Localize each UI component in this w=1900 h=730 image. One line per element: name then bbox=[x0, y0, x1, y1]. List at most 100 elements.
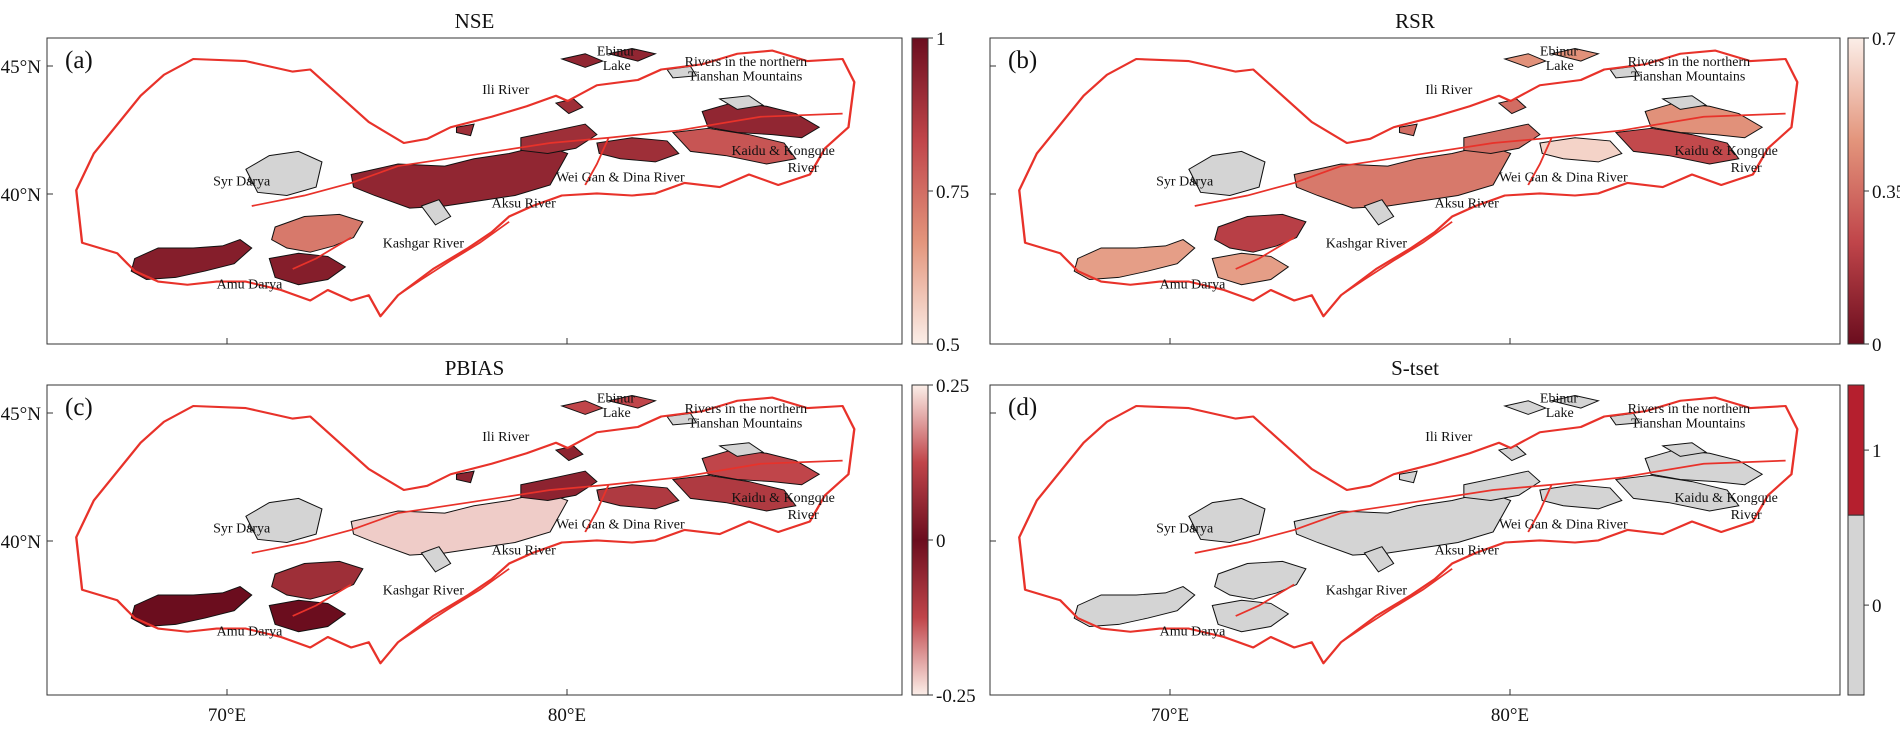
basin-divide bbox=[1527, 484, 1553, 533]
colorbar-tick-label: 0 bbox=[1872, 596, 1882, 617]
label-ebinur-2: Lake bbox=[1546, 59, 1574, 74]
panel-letter: (b) bbox=[1008, 47, 1037, 74]
colorbar-tick-label: 0.25 bbox=[936, 376, 969, 397]
colorbar-bar bbox=[1847, 37, 1865, 345]
basin-divide bbox=[1194, 112, 1786, 207]
label-aksu: Aksu River bbox=[1435, 197, 1500, 212]
colorbar-class-0 bbox=[1847, 514, 1865, 696]
panel-title: PBIAS bbox=[445, 356, 505, 380]
colorbar-tick-label: 0.5 bbox=[936, 335, 960, 356]
subbasin-weigan bbox=[1539, 137, 1623, 163]
subbasin-north bbox=[560, 53, 605, 68]
basin-boundary bbox=[75, 49, 856, 318]
colorbar-tick-label: 0 bbox=[1872, 335, 1882, 356]
colorbar: 0.7 0.35 0 bbox=[1847, 29, 1900, 356]
label-aksu: Aksu River bbox=[492, 544, 556, 559]
x-tick-label: 70°E bbox=[208, 705, 246, 726]
nodata-subbasin bbox=[1363, 546, 1395, 573]
label-rivers-2: Tianshan Mountains bbox=[688, 416, 802, 431]
panel-letter: (d) bbox=[1008, 394, 1037, 421]
label-amu: Amu Darya bbox=[217, 624, 283, 639]
panel-title: S-tset bbox=[1391, 356, 1439, 380]
label-weigan: Wei Gan & Dina River bbox=[556, 170, 685, 185]
map-panel-a: Syr Darya Amu Darya Kashgar River Aksu Rive… bbox=[1, 9, 970, 356]
label-kashgar: Kashgar River bbox=[383, 583, 465, 598]
label-rivers-1: Rivers in the northern bbox=[685, 55, 807, 70]
label-ebinur-2: Lake bbox=[603, 59, 631, 74]
map-content bbox=[1018, 395, 1799, 665]
label-kaidu-1: Kaidu & Kongque bbox=[1674, 491, 1777, 506]
map-panel-d: Syr Darya Amu Darya Kashgar River Aksu Rive… bbox=[989, 356, 1882, 726]
label-rivers-1: Rivers in the northern bbox=[1628, 55, 1750, 70]
colorbar: 10 bbox=[1847, 384, 1882, 696]
subbasin-amu bbox=[1211, 599, 1290, 633]
basin-boundary bbox=[1018, 396, 1799, 665]
subbasin-aksu bbox=[1293, 144, 1512, 209]
subbasin-weigan bbox=[1539, 484, 1623, 510]
basin-divide bbox=[251, 112, 843, 207]
subbasin-kaidu bbox=[671, 474, 797, 512]
subbasin-ili bbox=[1463, 123, 1541, 154]
y-tick-label: 40°N bbox=[1, 185, 42, 206]
label-ebinur-2: Lake bbox=[1546, 406, 1574, 421]
colorbar-tick-label: 1 bbox=[936, 29, 946, 50]
basin-divide bbox=[1235, 583, 1295, 617]
colorbar-tick-label: -0.25 bbox=[936, 686, 976, 707]
colorbar-class-1 bbox=[1847, 384, 1865, 516]
colorbar-bar bbox=[911, 37, 929, 345]
nodata-subbasin bbox=[420, 546, 452, 573]
subbasin-amu bbox=[268, 599, 347, 633]
subbasin-ili bbox=[520, 470, 598, 501]
colorbar: 1 0.75 0.5 bbox=[911, 29, 969, 356]
basin-boundary bbox=[75, 396, 856, 665]
panel-letter: (c) bbox=[65, 394, 93, 421]
y-tick-label: 45°N bbox=[1, 404, 42, 425]
subbasin-ili bbox=[455, 470, 475, 484]
label-rivers-2: Tianshan Mountains bbox=[688, 69, 802, 84]
label-syr: Syr Darya bbox=[1156, 174, 1214, 189]
label-kaidu-2: River bbox=[1731, 508, 1762, 523]
label-ebinur-1: Ebinur bbox=[597, 44, 635, 59]
y-tick-label: 45°N bbox=[1, 57, 42, 78]
nodata-subbasin bbox=[718, 95, 765, 110]
label-weigan: Wei Gan & Dina River bbox=[1499, 517, 1628, 532]
label-aksu: Aksu River bbox=[1435, 544, 1500, 559]
label-weigan: Wei Gan & Dina River bbox=[1499, 170, 1628, 185]
nodata-subbasin bbox=[420, 199, 452, 226]
nodata-subbasin bbox=[718, 442, 765, 457]
subbasin-amu bbox=[130, 239, 253, 280]
x-tick-label: 70°E bbox=[1151, 705, 1189, 726]
subbasin-aksu bbox=[350, 144, 569, 209]
y-tick-label: 40°N bbox=[1, 532, 42, 553]
label-kaidu-2: River bbox=[788, 161, 819, 176]
panel-title: NSE bbox=[455, 9, 495, 33]
label-kaidu-1: Kaidu & Kongque bbox=[731, 491, 834, 506]
subbasin-amu bbox=[1073, 586, 1196, 627]
basin-divide bbox=[1340, 221, 1453, 296]
nodata-subbasin bbox=[1661, 442, 1708, 457]
subbasin-amu bbox=[1211, 252, 1290, 286]
basin-divide bbox=[251, 459, 843, 554]
label-weigan: Wei Gan & Dina River bbox=[556, 517, 685, 532]
label-ebinur-1: Ebinur bbox=[1540, 44, 1578, 59]
label-kashgar: Kashgar River bbox=[383, 236, 465, 251]
colorbar-bar bbox=[911, 384, 929, 696]
colorbar-tick-label: 0.75 bbox=[936, 182, 969, 203]
basin-divide bbox=[397, 221, 510, 296]
subbasin-ili bbox=[455, 123, 475, 137]
basin-divide bbox=[1235, 236, 1295, 270]
basin-divide bbox=[292, 236, 352, 270]
nodata-subbasin bbox=[245, 497, 323, 543]
map-content bbox=[75, 48, 856, 318]
subbasin-kaidu bbox=[1614, 474, 1740, 512]
label-aksu: Aksu River bbox=[492, 197, 556, 212]
subbasin-north bbox=[606, 48, 657, 62]
subbasin-aksu bbox=[350, 491, 569, 556]
subbasin-ili bbox=[1398, 123, 1418, 137]
colorbar: 0.25 0 -0.25 bbox=[911, 376, 976, 707]
basin-divide bbox=[1340, 568, 1453, 643]
label-rivers-2: Tianshan Mountains bbox=[1631, 416, 1745, 431]
subbasin-ili bbox=[520, 123, 598, 154]
